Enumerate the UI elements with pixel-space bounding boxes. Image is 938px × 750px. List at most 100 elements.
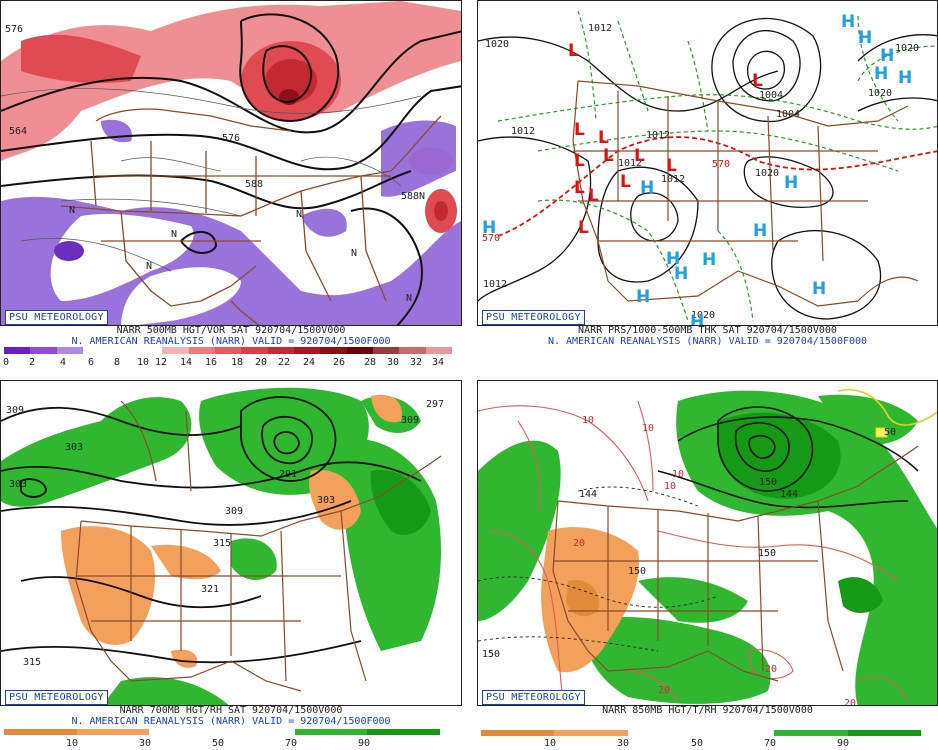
svg-text:564: 564 [9, 126, 27, 137]
rh-colorbar-ticks: 10 30 50 70 90 [543, 738, 850, 749]
svg-text:20: 20 [658, 685, 670, 696]
high-marker: H [702, 250, 716, 270]
svg-text:1020: 1020 [895, 43, 919, 54]
svg-text:144: 144 [780, 489, 798, 500]
low-marker: L [620, 172, 631, 192]
svg-text:1012: 1012 [588, 23, 612, 34]
svg-text:1004: 1004 [759, 90, 783, 101]
rh-colorbar [4, 729, 441, 735]
svg-text:303: 303 [9, 479, 27, 490]
map-700mb: 309 309 303 303 291 303 309 315 321 315 … [0, 380, 462, 706]
vorticity-map: 576 564 576 588 588N N N N N N N [1, 1, 461, 325]
svg-text:309: 309 [225, 506, 243, 517]
map-500mb: 576 564 576 588 588N N N N N N N PSU MET… [0, 0, 462, 326]
map-sfc: 1020 1012 1012 1012 1004 1012 1020 1020 … [477, 0, 938, 326]
svg-text:315: 315 [23, 657, 41, 668]
panel-850mb-t-rh: 144 150 150 150 144 10 10 10 10 20 20 20… [477, 380, 938, 750]
low-marker: L [634, 146, 645, 166]
rh700-map: 309 309 303 303 291 303 309 315 321 315 … [1, 387, 444, 705]
high-marker: H [841, 12, 855, 32]
low-marker: L [578, 218, 589, 238]
svg-text:144: 144 [579, 489, 597, 500]
high-marker: H [898, 68, 912, 88]
svg-text:1020: 1020 [691, 310, 715, 321]
low-marker: L [752, 71, 763, 91]
psu-brand: PSU METEOROLOGY [482, 690, 585, 705]
svg-text:576: 576 [222, 133, 240, 144]
panel-title: NARR 500MB HGT/VOR SAT 920704/1500V000 [116, 325, 346, 336]
high-marker: H [636, 287, 650, 307]
svg-text:309: 309 [6, 405, 24, 416]
svg-text:315: 315 [213, 538, 231, 549]
svg-text:1012: 1012 [511, 126, 535, 137]
low-marker: L [603, 146, 614, 166]
svg-text:297: 297 [426, 399, 444, 410]
svg-text:570: 570 [712, 159, 730, 170]
svg-text:576: 576 [5, 24, 23, 35]
high-marker: H [858, 28, 872, 48]
svg-text:570: 570 [482, 233, 500, 244]
low-marker: L [588, 186, 599, 206]
high-marker: H [880, 46, 894, 66]
br-contour-labels: 144 150 150 150 144 10 10 10 10 20 20 20… [482, 415, 896, 706]
panel-subtitle: N. AMERICAN REANALYSIS (NARR) VALID = 92… [71, 336, 391, 347]
svg-text:10: 10 [582, 415, 594, 426]
bl-contour-labels: 309 309 303 303 291 303 309 315 321 315 … [6, 399, 444, 668]
svg-text:1004: 1004 [776, 109, 800, 120]
high-marker: H [784, 173, 798, 193]
svg-text:N: N [69, 205, 75, 216]
panel-title: NARR 700MB HGT/RH SAT 920704/1500V000 [119, 705, 343, 716]
high-marker: H [812, 279, 826, 299]
vorticity-colorbar-ticks: 0 2 4 6 8 10 12 14 16 18 20 22 24 26 28 … [2, 357, 445, 368]
svg-text:1012: 1012 [646, 130, 670, 141]
svg-text:1012: 1012 [661, 174, 685, 185]
svg-text:10: 10 [672, 469, 684, 480]
high-marker: H [482, 218, 496, 238]
map-850mb: 144 150 150 150 144 10 10 10 10 20 20 20… [477, 380, 938, 706]
high-marker: H [666, 249, 680, 269]
low-marker: L [574, 120, 585, 140]
svg-text:N: N [406, 293, 412, 304]
svg-text:50: 50 [884, 427, 896, 438]
panel-sfc-pressure-thickness: 1020 1012 1012 1012 1004 1012 1020 1020 … [477, 0, 938, 372]
svg-text:1020: 1020 [868, 88, 892, 99]
svg-text:588N: 588N [401, 191, 425, 202]
high-marker: H [874, 64, 888, 84]
svg-text:588: 588 [245, 179, 263, 190]
svg-text:150: 150 [628, 566, 646, 577]
svg-text:321: 321 [201, 584, 219, 595]
pressure-map: 1020 1012 1012 1012 1004 1012 1020 1020 … [478, 10, 937, 325]
svg-text:20: 20 [573, 538, 585, 549]
svg-text:303: 303 [65, 442, 83, 453]
high-marker: H [674, 264, 688, 284]
svg-text:1020: 1020 [755, 168, 779, 179]
tl-contour-labels: 576 564 576 588 588N N N N N N N [5, 24, 425, 304]
svg-text:291: 291 [279, 469, 297, 480]
svg-text:150: 150 [759, 477, 777, 488]
svg-text:1020: 1020 [485, 39, 509, 50]
svg-text:303: 303 [317, 495, 335, 506]
svg-text:20: 20 [765, 664, 777, 675]
low-marker: L [666, 156, 677, 176]
panel-700mb-rh: 309 309 303 303 291 303 309 315 321 315 … [0, 380, 462, 750]
svg-text:N: N [171, 229, 177, 240]
svg-text:N: N [351, 248, 357, 259]
rh-colorbar [481, 730, 921, 736]
svg-text:20: 20 [844, 698, 856, 706]
svg-text:1012: 1012 [618, 158, 642, 169]
psu-brand: PSU METEOROLOGY [5, 310, 108, 325]
panel-title: NARR 850MB HGT/T/RH 920704/1500V000 [602, 705, 813, 716]
low-pressure-markers: L L L L L L L L L L L L [568, 41, 763, 238]
psu-brand: PSU METEOROLOGY [5, 690, 108, 705]
svg-text:150: 150 [482, 649, 500, 660]
low-marker: L [574, 178, 585, 198]
panel-500mb-vorticity: 576 564 576 588 588N N N N N N N PSU MET… [0, 0, 462, 372]
vorticity-colorbar [4, 347, 453, 354]
svg-text:10: 10 [664, 481, 676, 492]
isobar-labels: 1020 1012 1012 1012 1004 1012 1020 1020 … [482, 23, 919, 321]
low-marker: L [568, 41, 579, 61]
svg-text:150: 150 [758, 548, 776, 559]
rh-colorbar-ticks: 10 30 50 70 90 [65, 738, 371, 749]
low-marker: L [574, 151, 585, 171]
panel-title: NARR PRS/1000-500MB THK SAT 920704/1500V… [578, 325, 837, 336]
